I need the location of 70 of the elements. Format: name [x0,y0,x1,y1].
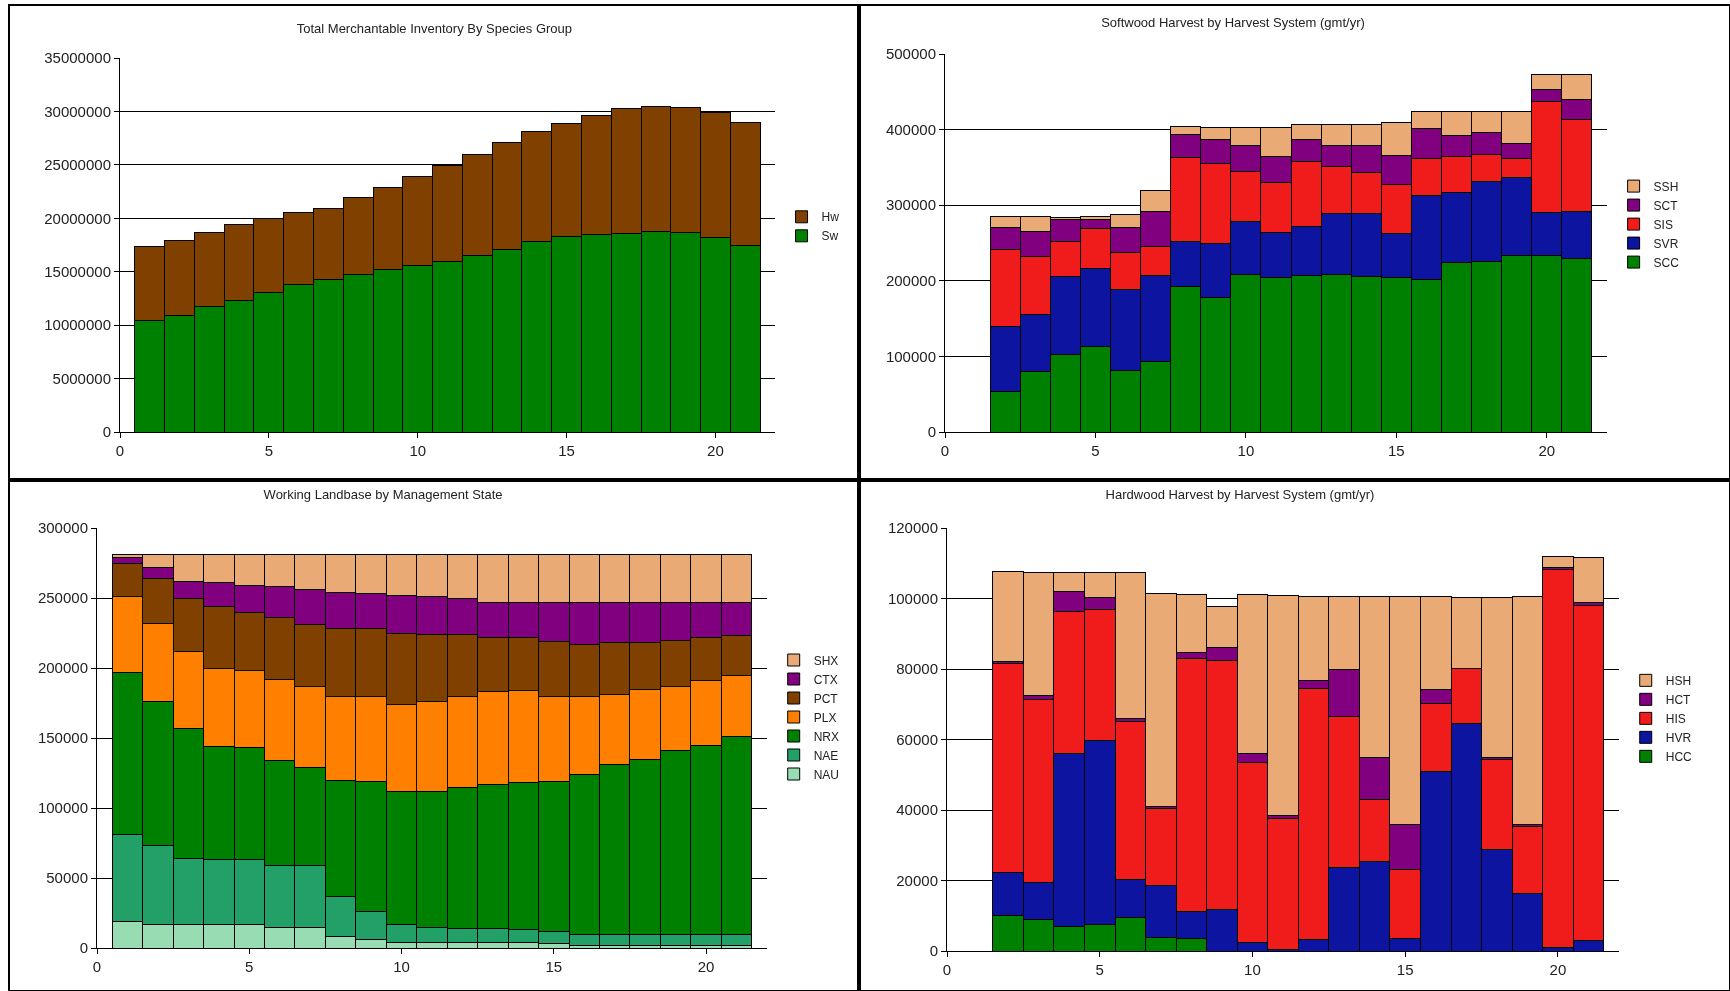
legend-label: PCT [813,691,839,706]
x-tick-label: 10 [1237,442,1255,459]
x-tick-label: 10 [393,958,410,975]
y-tick-label: 30000000 [44,102,111,120]
x-tick-label: 20 [697,958,715,975]
x-tick-label: 15 [1388,442,1405,459]
y-tick-label: 25000000 [44,156,111,174]
x-tick-label: 15 [545,958,563,975]
legend-label: SVR [1653,236,1679,251]
legend-label: CTX [813,672,838,687]
y-tick-label: 400000 [885,120,936,138]
x-tick-label: 5 [245,958,254,975]
x-tick-label: 0 [942,961,952,978]
y-tick-label: 50000 [46,869,88,887]
y-tick-label: 60000 [896,730,938,748]
y-tick-label: 150000 [37,729,88,747]
x-tick-label: 0 [115,442,125,459]
legend-label: HVR [1665,731,1692,746]
legend-label: Sw [821,229,839,244]
legend-label: Hw [821,210,840,225]
y-tick-label: 100000 [885,347,936,365]
legend-label: HCT [1665,693,1692,708]
y-tick-label: 0 [927,423,936,441]
y-tick-label: 300000 [37,519,88,537]
legend-label: SSH [1653,179,1679,194]
x-tick-label: 20 [1538,442,1556,459]
y-tick-label: 15000000 [44,262,111,280]
y-tick-label: 20000000 [44,209,111,227]
x-tick-label: 5 [1095,961,1104,978]
x-tick-label: 0 [940,442,950,459]
legend-label: SCT [1653,198,1679,213]
legend-label: SIS [1653,217,1673,232]
x-tick-label: 15 [558,442,575,459]
y-tick-label: 0 [79,939,88,957]
y-tick-label: 200000 [37,659,88,677]
x-tick-label: 5 [264,442,274,459]
legend-label: SHX [813,653,839,668]
legend-label: HIS [1665,712,1686,727]
x-tick-label: 10 [1244,961,1261,978]
y-tick-label: 80000 [896,660,938,678]
y-tick-label: 100000 [887,589,938,607]
y-tick-label: 300000 [885,196,936,214]
legend-label: NAE [813,748,839,763]
chart-title: Total Merchantable Inventory By Species Group [296,20,573,36]
y-tick-label: 35000000 [44,49,111,67]
x-tick-label: 5 [1091,442,1100,459]
y-tick-label: 0 [102,423,111,441]
chart-title: Hardwood Harvest by Harvest System (gmt/yr) [1105,486,1375,502]
legend-label: NAU [813,767,840,782]
y-tick-label: 250000 [37,589,88,607]
x-tick-label: 20 [707,442,724,459]
chart-title: Working Landbase by Management State [263,486,503,502]
x-tick-label: 20 [1549,961,1567,978]
legend-label: NRX [813,729,840,744]
y-tick-label: 0 [929,942,938,960]
y-tick-label: 120000 [887,519,938,537]
x-tick-label: 10 [409,442,427,459]
legend-label: SCC [1653,255,1680,270]
chart-title: Softwood Harvest by Harvest System (gmt/yr) [1101,14,1365,30]
legend-label: PLX [813,710,837,725]
legend-label: HSH [1665,674,1692,689]
x-tick-label: 15 [1396,961,1414,978]
y-tick-label: 5000000 [52,369,111,387]
legend-label: HCC [1665,750,1693,765]
y-tick-label: 10000000 [44,316,111,334]
y-tick-label: 100000 [37,799,88,817]
y-tick-label: 40000 [896,801,938,819]
y-tick-label: 200000 [885,272,936,290]
y-tick-label: 20000 [896,871,938,889]
y-tick-label: 500000 [885,45,936,63]
